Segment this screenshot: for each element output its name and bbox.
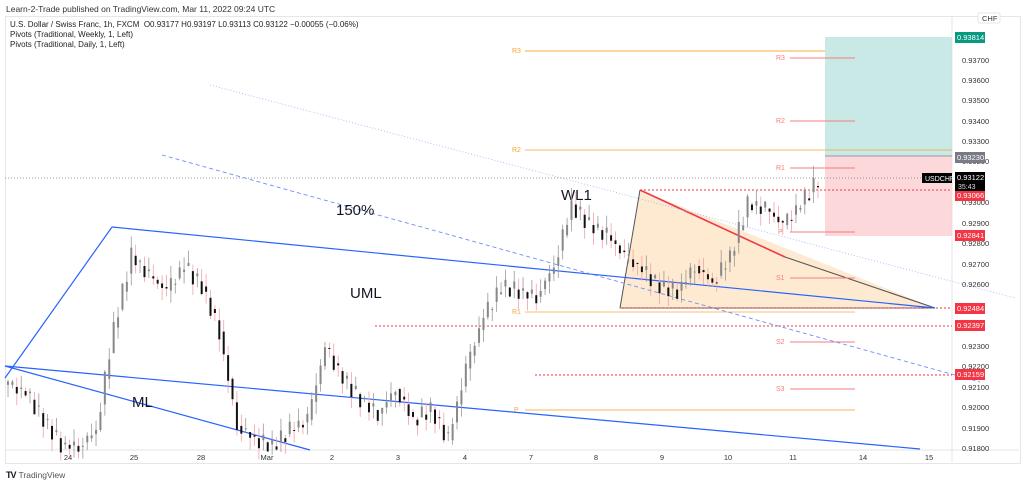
svg-text:0.92484: 0.92484: [957, 304, 984, 313]
svg-text:R2: R2: [512, 147, 521, 154]
symbol-title: U.S. Dollar / Swiss Franc, 1h, FXCM: [10, 20, 140, 29]
svg-text:15: 15: [925, 453, 933, 462]
pitchfork-wl1-line[interactable]: [209, 84, 1016, 299]
svg-text:0.92200: 0.92200: [962, 362, 989, 371]
svg-text:0.93066: 0.93066: [957, 191, 984, 200]
currency-label: CHF: [982, 14, 998, 23]
indicator-daily-pivots[interactable]: Pivots (Traditional, Daily, 1, Left): [10, 40, 125, 49]
svg-text:8: 8: [594, 453, 598, 462]
svg-text:4: 4: [463, 453, 467, 462]
svg-text:R1: R1: [776, 165, 785, 172]
publisher-line: Learn-2-Trade published on TradingView.c…: [6, 4, 276, 14]
svg-text:R1: R1: [512, 309, 521, 316]
current-price-badge: [955, 172, 985, 191]
label-150: 150%: [336, 202, 374, 219]
svg-text:0.93230: 0.93230: [957, 153, 984, 162]
currency-badge[interactable]: [977, 12, 1001, 24]
current-price: 0.93122: [957, 173, 984, 182]
svg-text:P: P: [778, 229, 783, 236]
label-ml: ML: [132, 394, 153, 411]
bar-countdown: 35:43: [958, 184, 976, 191]
svg-text:0.91800: 0.91800: [962, 444, 989, 453]
svg-text:2: 2: [330, 453, 334, 462]
price-axis[interactable]: 0.93700 0.93600 0.93500 0.93400 0.93300 …: [962, 56, 989, 453]
weekly-pivots: [525, 50, 952, 411]
time-axis[interactable]: 24 25 28 Mar 2 3 4 7 8 9 10 11 14 15: [64, 453, 933, 462]
triangle-side: [619, 189, 641, 309]
svg-text:9: 9: [660, 453, 664, 462]
svg-text:0.92300: 0.92300: [962, 342, 989, 351]
price-badges: 0.93814 0.93230 0.93066 0.92841 0.92484 …: [955, 32, 985, 380]
svg-text:R3: R3: [776, 55, 785, 62]
svg-text:14: 14: [859, 453, 867, 462]
indicator-weekly-pivots[interactable]: Pivots (Traditional, Weekly, 1, Left): [10, 30, 134, 39]
svg-text:0.92397: 0.92397: [957, 321, 984, 330]
svg-text:S2: S2: [776, 339, 785, 346]
chart-frame: [5, 16, 1021, 464]
position-loss-zone[interactable]: [825, 156, 952, 236]
svg-text:0.93500: 0.93500: [962, 96, 989, 105]
annotation-labels: 150% UML ML WL1: [132, 187, 592, 411]
svg-text:Mar: Mar: [261, 453, 274, 462]
daily-pivot-labels: R3 R2 R1 P S1 S2 S3: [776, 55, 785, 393]
svg-text:7: 7: [529, 453, 533, 462]
tv-logo-icon: TV: [6, 470, 16, 480]
svg-text:0.92841: 0.92841: [957, 231, 984, 240]
svg-text:0.93000: 0.93000: [962, 198, 989, 207]
symbol-legend[interactable]: U.S. Dollar / Swiss Franc, 1h, FXCM O0.9…: [10, 20, 359, 30]
svg-text:S1: S1: [776, 275, 785, 282]
svg-text:S3: S3: [776, 386, 785, 393]
svg-text:0.93300: 0.93300: [962, 137, 989, 146]
svg-text:11: 11: [789, 453, 797, 462]
daily-pivots: [790, 57, 855, 390]
svg-text:R2: R2: [776, 118, 785, 125]
symbol-badge-label: USDCHF: [925, 176, 954, 183]
svg-text:0.92800: 0.92800: [962, 239, 989, 248]
svg-text:0.93700: 0.93700: [962, 56, 989, 65]
svg-text:0.93814: 0.93814: [957, 33, 984, 42]
ohlc-values: O0.93177 H0.93197 L0.93113 C0.93122 −0.0…: [143, 20, 359, 29]
chart-legend: U.S. Dollar / Swiss Franc, 1h, FXCM O0.9…: [10, 20, 359, 50]
svg-text:0.92900: 0.92900: [962, 219, 989, 228]
candlestick-series[interactable]: [7, 166, 819, 461]
svg-text:0.93400: 0.93400: [962, 117, 989, 126]
svg-text:10: 10: [724, 453, 732, 462]
svg-text:0.92600: 0.92600: [962, 280, 989, 289]
position-profit-zone[interactable]: [825, 37, 952, 156]
svg-text:28: 28: [197, 453, 205, 462]
svg-text:0.92100: 0.92100: [962, 383, 989, 392]
tradingview-logo[interactable]: TV TradingView: [6, 470, 65, 480]
horizontal-levels[interactable]: [375, 189, 952, 376]
svg-text:P: P: [514, 407, 519, 414]
svg-text:24: 24: [64, 453, 72, 462]
svg-text:0.93600: 0.93600: [962, 76, 989, 85]
triangle-resistance-line[interactable]: [639, 189, 786, 258]
svg-text:25: 25: [130, 453, 138, 462]
svg-text:0.92000: 0.92000: [962, 403, 989, 412]
pitchfork-150-line[interactable]: [161, 154, 981, 383]
weekly-pivot-labels: R3 R2 R1 P: [512, 48, 521, 414]
svg-text:0.92700: 0.92700: [962, 260, 989, 269]
svg-text:0.92159: 0.92159: [957, 370, 984, 379]
label-wl1: WL1: [561, 187, 592, 204]
svg-text:3: 3: [396, 453, 400, 462]
svg-text:0.91900: 0.91900: [962, 424, 989, 433]
svg-text:R3: R3: [512, 48, 521, 55]
pitchfork-median-line[interactable]: [4, 365, 921, 450]
tv-brand: TradingView: [18, 470, 66, 480]
triangle-side: [784, 256, 936, 309]
label-uml: UML: [350, 285, 382, 302]
symbol-badge: [922, 173, 952, 183]
